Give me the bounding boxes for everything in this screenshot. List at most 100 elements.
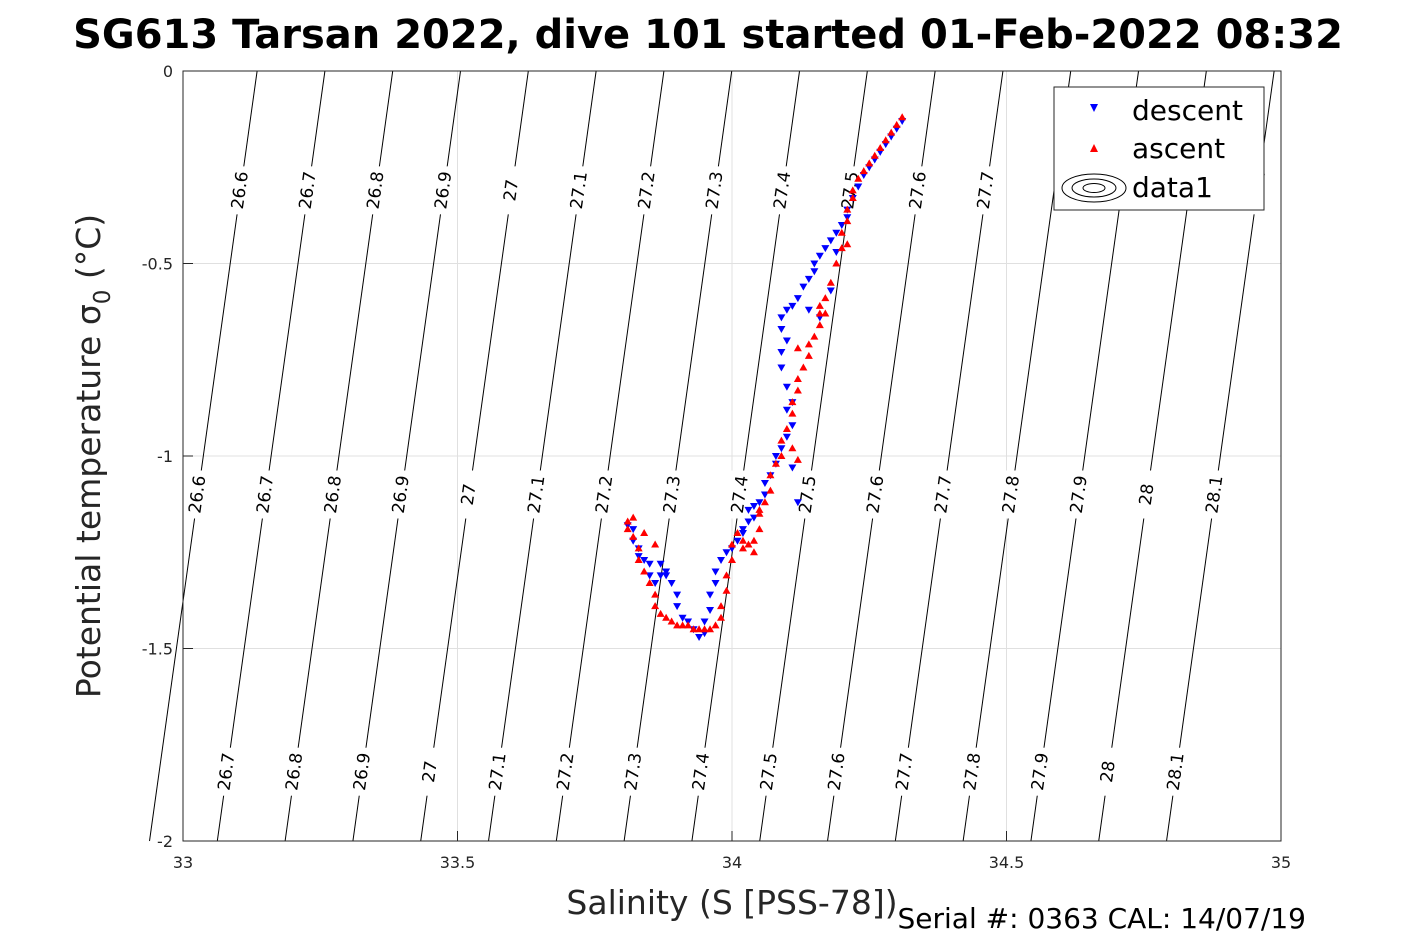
- data-series: [623, 113, 907, 641]
- isopycnal-label-bg: [622, 747, 645, 796]
- ascent-point: [722, 571, 731, 579]
- descent-point: [826, 237, 835, 245]
- descent-point: [640, 556, 649, 564]
- ascent-point: [623, 525, 632, 533]
- isopycnal-label-bg: [704, 166, 727, 215]
- ascent-point: [826, 278, 835, 286]
- descent-point: [651, 580, 660, 588]
- ascent-point: [749, 536, 758, 544]
- legend-descent-label: descent: [1132, 94, 1243, 127]
- isopycnal-label-bg: [297, 166, 320, 215]
- descent-point: [782, 433, 791, 441]
- isopycnal-label-bg: [1068, 470, 1091, 519]
- isopycnal-label-bg: [636, 166, 659, 215]
- descent-point: [656, 572, 665, 580]
- ascent-point: [821, 294, 830, 302]
- isopycnal-label-bg: [729, 470, 752, 519]
- ascent-point: [876, 144, 885, 151]
- descent-point: [667, 580, 676, 588]
- series-ascent: [623, 113, 907, 633]
- isopycnal-label-bg: [690, 747, 713, 796]
- chart-title: SG613 Tarsan 2022, dive 101 started 01-F…: [73, 12, 1343, 58]
- x-tick-label: 34: [722, 853, 742, 872]
- descent-point: [854, 183, 863, 191]
- ascent-point: [717, 613, 726, 621]
- isopycnal-label-bg: [322, 470, 345, 519]
- descent-point: [662, 572, 671, 580]
- y-tick-label: -1.5: [142, 640, 173, 659]
- descent-point: [738, 526, 747, 534]
- isopycnal-label-bg: [1165, 747, 1188, 796]
- isopycnal-label-bg: [215, 747, 238, 796]
- descent-point: [832, 229, 841, 237]
- ascent-point: [673, 621, 682, 629]
- ascent-point: [634, 555, 643, 563]
- descent-point: [821, 245, 830, 253]
- ascent-point: [799, 363, 808, 371]
- legend-descent-marker: [1090, 104, 1098, 112]
- ascent-point: [892, 120, 901, 128]
- ascent-point: [695, 625, 704, 633]
- descent-point: [717, 556, 726, 564]
- isopycnal-label-bg: [932, 470, 955, 519]
- ascent-point: [711, 621, 720, 629]
- y-axis-label: Potential temperature σ0 (°C): [69, 214, 116, 698]
- ascent-point: [640, 529, 649, 536]
- ascent-point: [755, 509, 764, 517]
- ascent-point: [815, 321, 824, 329]
- ascent-point: [832, 259, 841, 267]
- descent-point: [777, 325, 786, 333]
- y-axis-label-main: Potential temperature σ: [69, 304, 108, 698]
- descent-point: [645, 560, 654, 568]
- ascent-point: [684, 621, 693, 629]
- ascent-point: [821, 309, 830, 317]
- descent-point: [744, 518, 753, 526]
- isopycnal-label-bg: [961, 747, 984, 796]
- legend-data1-contour-icon: [1061, 173, 1127, 203]
- ascent-point: [755, 525, 764, 533]
- ascent-point: [766, 471, 775, 479]
- ascent-point: [848, 194, 857, 202]
- legend-box: [1053, 86, 1265, 211]
- descent-point: [777, 364, 786, 372]
- isopycnal-label-bg: [894, 747, 917, 796]
- isopycnal-label-bg: [1029, 747, 1052, 796]
- isopycnal-label-bg: [1136, 470, 1159, 519]
- ascent-point: [728, 555, 736, 563]
- isopycnal-label-bg: [907, 166, 930, 215]
- descent-point: [826, 287, 835, 295]
- ascent-point: [728, 540, 736, 548]
- descent-point: [678, 614, 687, 622]
- ascent-point: [629, 513, 638, 521]
- ascent-point: [738, 536, 747, 544]
- ascent-point: [717, 602, 726, 610]
- ascent-point: [843, 217, 852, 225]
- isopycnal-label: 28: [1136, 482, 1159, 506]
- isopycnal-label-bg: [186, 470, 209, 519]
- descent-point: [771, 453, 780, 460]
- ascent-point: [804, 340, 813, 348]
- y-tick-label: -2: [157, 832, 173, 851]
- isopycnal-label: 27: [419, 760, 442, 784]
- ascent-point: [854, 174, 863, 182]
- descent-point: [744, 506, 753, 514]
- x-axis-label: Salinity (S [PSS-78]): [566, 883, 897, 922]
- ascent-point: [843, 240, 852, 248]
- ascent-point: [881, 136, 890, 144]
- descent-point: [629, 526, 638, 534]
- isopycnal-label-bg: [864, 470, 887, 519]
- descent-point: [777, 314, 786, 322]
- ascent-point: [843, 205, 852, 213]
- legend: descent ascent data1: [1053, 86, 1265, 211]
- isopycnal-contours: 26.6 26.7 26.8 26.9 27 27.1 27.2 27.3 27.4 27.5 27…: [149, 70, 1275, 842]
- isopycnal-label-bg: [555, 747, 578, 796]
- legend-ascent-label: ascent: [1132, 132, 1225, 165]
- ascent-point: [804, 351, 813, 359]
- ascent-point: [689, 625, 698, 633]
- descent-point: [749, 503, 758, 511]
- ascent-point: [749, 548, 758, 556]
- descent-point: [788, 422, 797, 430]
- ascent-point: [865, 159, 874, 167]
- legend-data1-label: data1: [1132, 171, 1213, 204]
